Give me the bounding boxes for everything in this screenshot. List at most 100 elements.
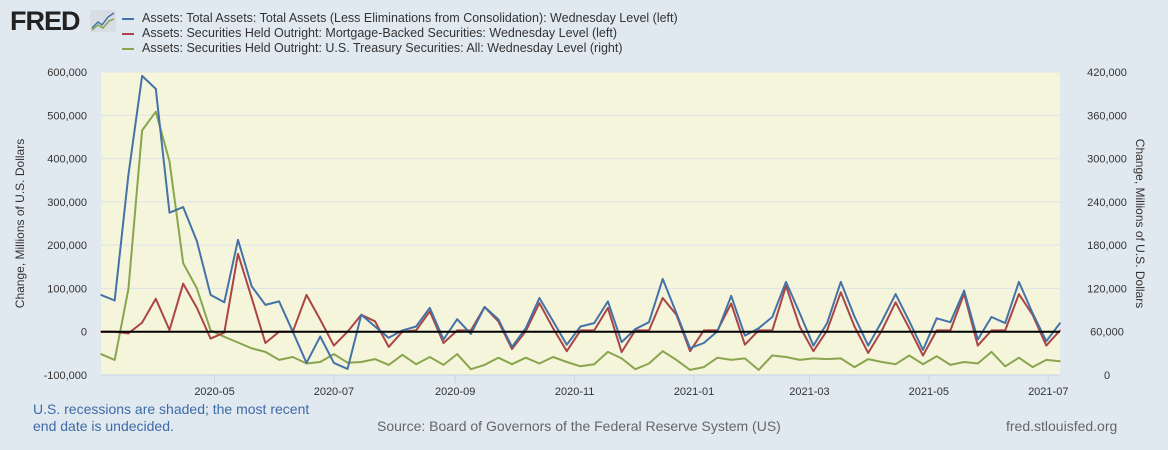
- data-point: [182, 262, 184, 264]
- data-point: [990, 351, 993, 353]
- data-point: [730, 294, 732, 297]
- y-tick-label-left: 100,000: [47, 283, 87, 295]
- data-point: [442, 338, 445, 341]
- data-point: [894, 293, 897, 295]
- data-point: [196, 287, 198, 290]
- data-point: [661, 297, 664, 299]
- y-tick-label-right: 120,000: [1087, 283, 1127, 295]
- data-point: [456, 353, 459, 355]
- data-point: [1004, 322, 1006, 324]
- y-tick-label-left: 300,000: [47, 197, 87, 209]
- data-point: [785, 281, 787, 283]
- site-link[interactable]: fred.stlouisfed.org: [1006, 418, 1118, 434]
- data-point: [292, 356, 294, 358]
- data-point: [511, 363, 513, 365]
- data-point: [566, 350, 568, 352]
- data-point: [579, 365, 582, 368]
- data-point: [127, 332, 130, 335]
- data-point: [415, 363, 417, 365]
- data-point: [990, 316, 993, 318]
- data-point: [977, 362, 979, 365]
- legend-swatch: [122, 32, 134, 35]
- data-point: [703, 366, 705, 368]
- source-text: Source: Board of Governors of the Federa…: [377, 418, 781, 434]
- data-point: [127, 174, 130, 176]
- data-point: [333, 353, 335, 355]
- data-point: [867, 352, 869, 354]
- data-point: [881, 361, 883, 363]
- data-point: [401, 354, 404, 356]
- data-point: [155, 110, 157, 113]
- x-tick-label: 2020-07: [314, 386, 354, 398]
- data-point: [237, 341, 239, 344]
- data-point: [566, 361, 568, 363]
- data-point: [579, 325, 582, 328]
- data-point: [949, 364, 952, 366]
- data-point: [935, 317, 938, 320]
- data-point: [1018, 356, 1020, 359]
- legend-label: Assets: Total Assets: Total Assets (Less…: [142, 11, 678, 25]
- legend-label: Assets: Securities Held Outright: U.S. T…: [142, 41, 623, 55]
- data-point: [209, 337, 212, 340]
- data-point: [538, 297, 541, 299]
- data-point: [470, 368, 472, 371]
- data-point: [840, 357, 842, 360]
- data-point: [703, 342, 705, 344]
- data-point: [744, 343, 746, 346]
- data-point: [182, 282, 184, 285]
- data-point: [209, 294, 212, 296]
- data-point: [155, 88, 157, 90]
- data-point: [278, 359, 280, 361]
- data-point: [524, 327, 527, 330]
- data-point: [730, 359, 732, 361]
- data-point: [456, 318, 459, 320]
- line-chart-icon: [90, 10, 116, 32]
- data-point: [113, 299, 116, 302]
- data-point: [798, 359, 801, 361]
- x-tick-label: 2021-07: [1028, 386, 1068, 398]
- data-point: [607, 307, 609, 309]
- data-point: [305, 294, 308, 296]
- data-point: [429, 307, 431, 309]
- legend-item-treasury[interactable]: Assets: Securities Held Outright: U.S. T…: [122, 41, 678, 56]
- legend-item-total-assets[interactable]: Assets: Total Assets: Total Assets (Less…: [122, 11, 678, 26]
- data-point: [168, 160, 171, 163]
- data-point: [387, 346, 390, 348]
- fred-logo[interactable]: FRED: [10, 6, 80, 37]
- data-point: [387, 336, 390, 339]
- y-tick-label-left: 600,000: [47, 67, 87, 79]
- data-point: [1004, 365, 1006, 368]
- data-point: [374, 325, 376, 328]
- recession-note: U.S. recessions are shaded; the most rec…: [33, 401, 310, 434]
- legend-item-mbs[interactable]: Assets: Securities Held Outright: Mortga…: [122, 26, 678, 41]
- data-point: [593, 363, 595, 365]
- data-point: [1018, 281, 1020, 283]
- data-point: [237, 253, 239, 255]
- y-tick-label-right: 420,000: [1087, 67, 1127, 79]
- data-point: [319, 318, 322, 321]
- x-tick-label: 2021-03: [789, 386, 829, 398]
- data-point: [1059, 322, 1061, 324]
- data-point: [744, 357, 746, 360]
- data-point: [716, 356, 719, 359]
- data-point: [374, 358, 376, 360]
- data-point: [360, 314, 363, 316]
- data-point: [374, 320, 376, 323]
- y-axis-label-right: Change, Millions of U.S. Dollars: [1133, 139, 1147, 308]
- data-point: [552, 320, 554, 323]
- y-tick-label-right: 300,000: [1087, 154, 1127, 166]
- data-point: [634, 328, 637, 330]
- data-point: [908, 327, 911, 330]
- data-point: [661, 278, 664, 280]
- data-point: [757, 369, 760, 371]
- data-point: [620, 357, 623, 360]
- legend-swatch: [122, 47, 134, 50]
- data-point: [771, 354, 774, 357]
- recession-shade: [101, 72, 1060, 375]
- data-point: [675, 312, 678, 314]
- data-point: [935, 355, 938, 358]
- y-tick-label-left: 500,000: [47, 110, 87, 122]
- data-point: [223, 335, 226, 338]
- x-tick-label: 2020-09: [435, 386, 475, 398]
